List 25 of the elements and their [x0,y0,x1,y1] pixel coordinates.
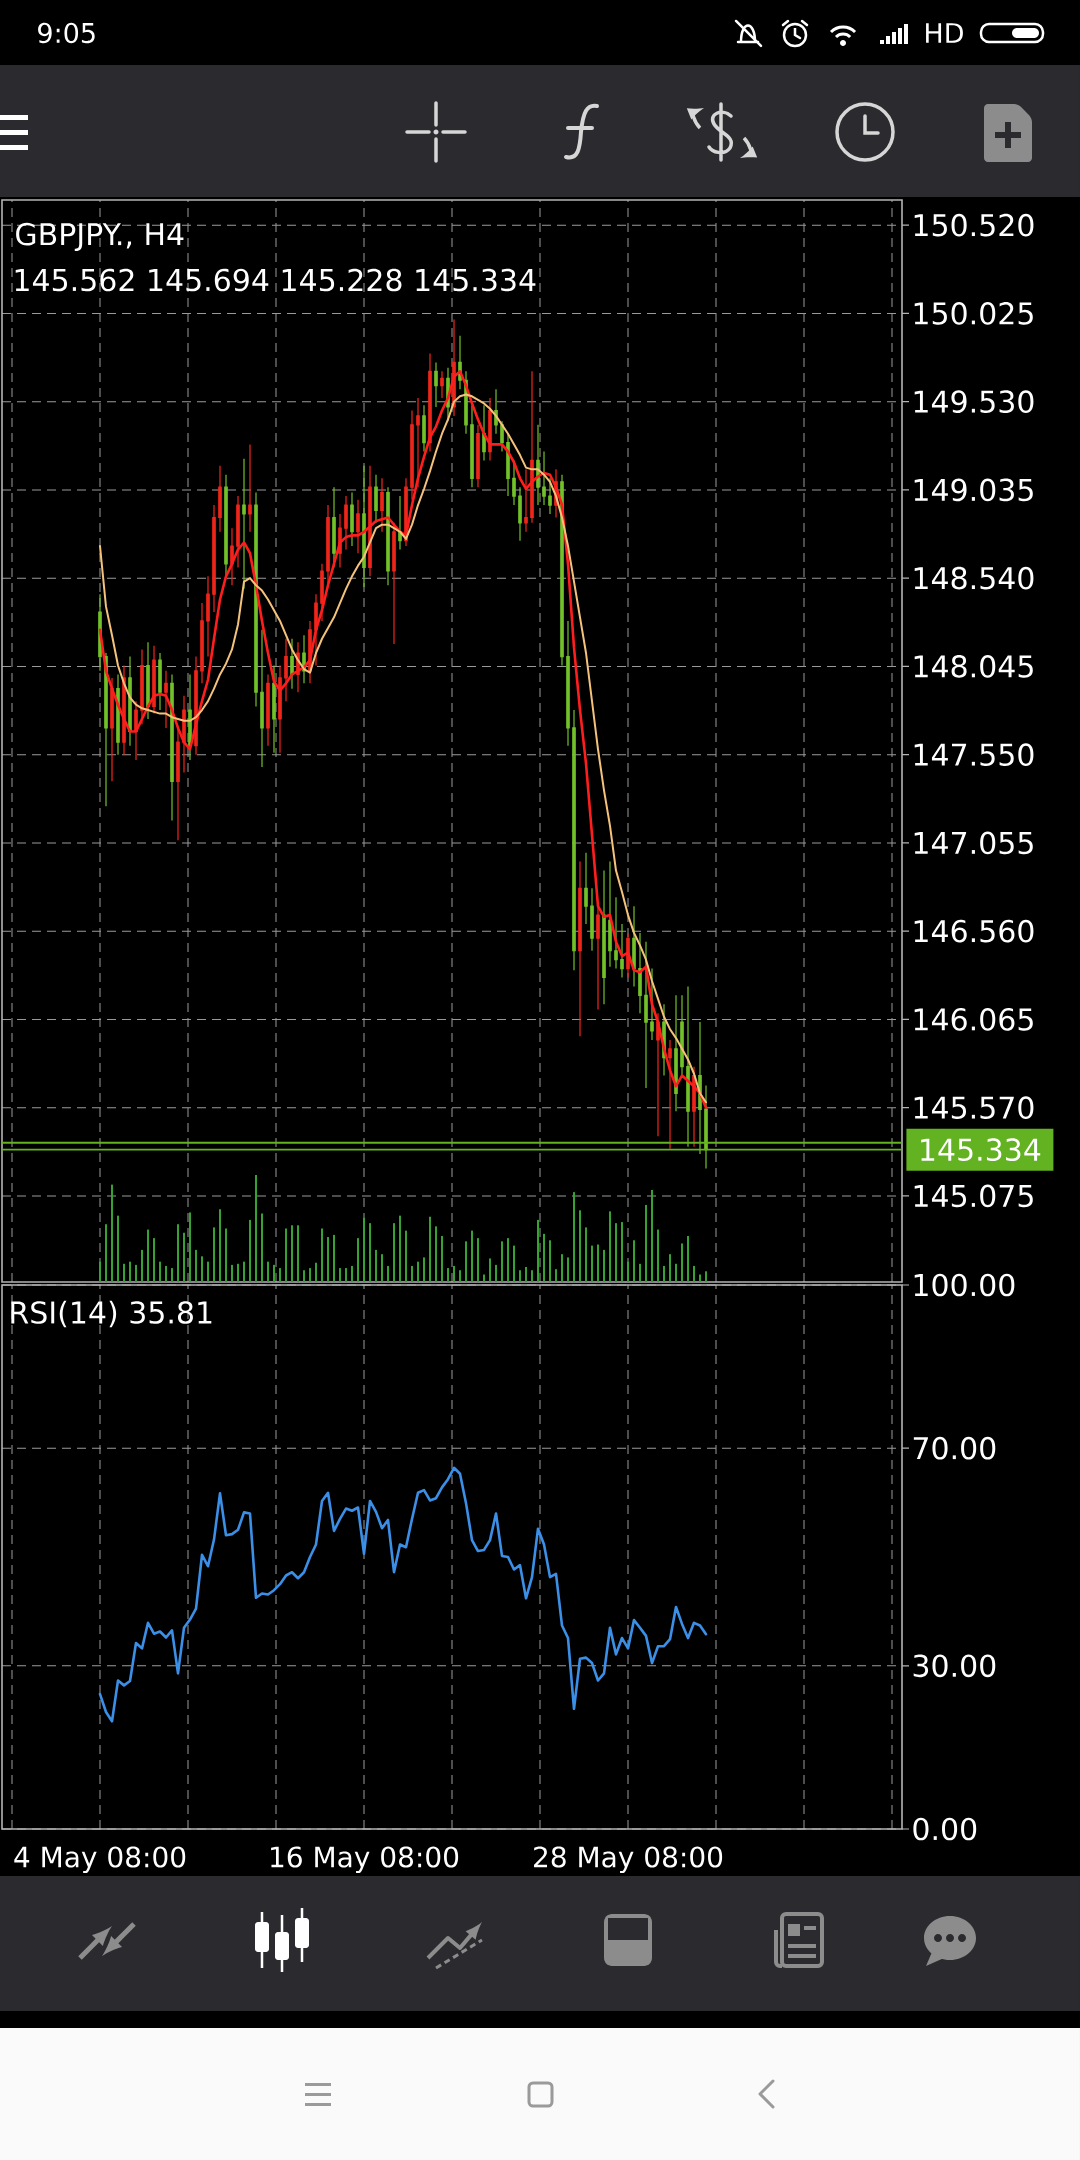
y-tick-label: 147.055 [914,831,1033,855]
y-tick-label: 149.035 [914,478,1033,502]
y-tick-label: 0.00 [913,1817,977,1841]
y-tick-label: 70.00 [913,1436,996,1460]
y-tick-label: 150.025 [914,302,1033,325]
y-tick-label: 146.065 [914,1008,1033,1031]
chart-title: RSI(14) 35.81 [11,1300,212,1328]
y-tick-label: 150.520 [914,213,1034,237]
text: 145.562 145.694 145.228 145.334 [15,268,536,292]
x-tick-label: 28 May 08:00 [534,1846,723,1874]
y-tick-label: 100.00 [914,1273,1015,1297]
y-tick-label: 147.550 [914,743,1034,766]
y-tick-label: 149.530 [914,390,1034,413]
y-tick-label: 30.00 [913,1654,996,1678]
y-tick-label: 148.045 [914,655,1033,678]
text: 9:05 [38,22,95,44]
y-tick-label: 145.075 [914,1184,1033,1208]
text: HD [926,23,963,43]
text: GBPJPY., H4 [16,222,184,252]
ref-line-label: 145.334 [921,1138,1041,1162]
x-tick-label: 16 May 08:00 [271,1846,459,1874]
y-tick-label: 145.570 [914,1096,1034,1119]
y-tick-label: 148.540 [914,566,1034,590]
y-tick-label: 146.560 [914,919,1034,943]
x-tick-label: 4 May 08:00 [14,1846,186,1874]
